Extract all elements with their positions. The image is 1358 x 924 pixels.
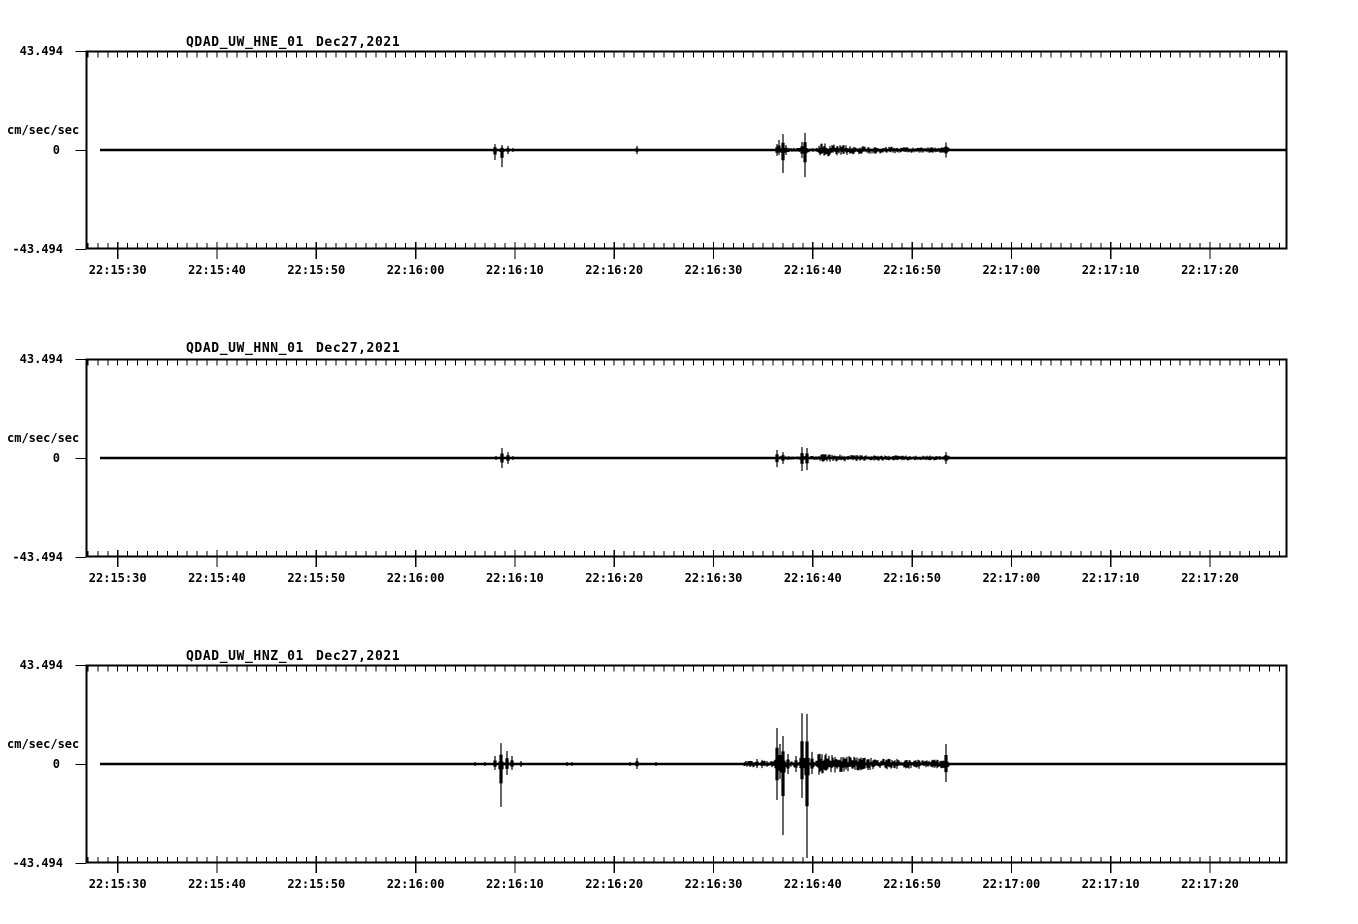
plot-border — [85, 50, 1288, 250]
major-tick-marks — [117, 550, 1211, 567]
plot-border — [85, 358, 1288, 558]
waveform-trace — [494, 447, 950, 471]
y-tick-marks — [75, 358, 86, 559]
major-tick-marks — [117, 242, 1211, 259]
y-tick-marks — [75, 664, 86, 865]
y-tick-marks — [75, 50, 86, 251]
waveform-trace — [473, 713, 950, 858]
major-tick-marks — [117, 856, 1211, 873]
plot-border — [85, 664, 1288, 864]
waveform-trace — [492, 132, 950, 178]
